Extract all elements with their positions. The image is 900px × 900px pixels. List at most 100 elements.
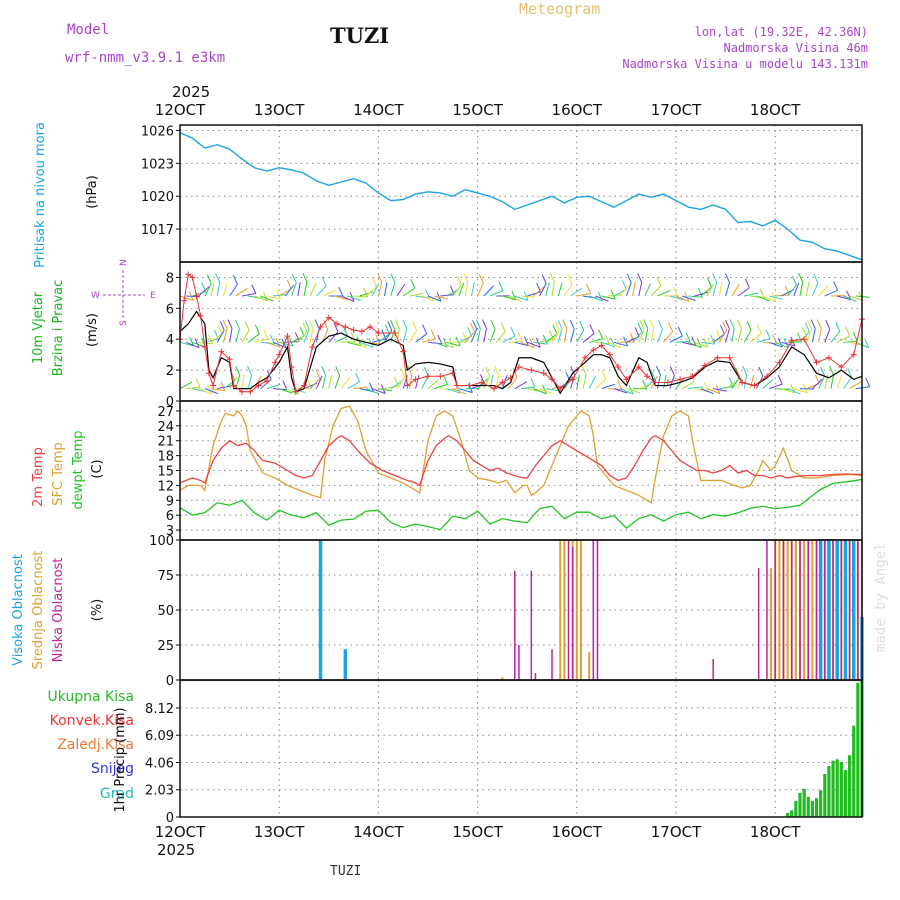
wind-barb	[402, 328, 408, 343]
wind-barb	[811, 328, 816, 343]
wind-barb-feather	[570, 366, 576, 376]
wind-barb-feather	[552, 324, 558, 335]
wind-barb-feather	[712, 273, 718, 283]
wind-barb	[378, 388, 393, 392]
y-tick-label: 1020	[141, 190, 174, 205]
wind-barb	[589, 338, 603, 343]
precip-bar	[810, 800, 814, 817]
wind-barb	[192, 291, 206, 297]
wind-barb-feather	[847, 368, 853, 378]
y-tick-label: 50	[157, 604, 174, 619]
model-elevation-label: Nadmorska Visina u modelu 143.131m	[622, 57, 868, 71]
compass-west: W	[91, 291, 100, 301]
footer-station: TUZI	[330, 864, 361, 879]
wind-barb	[682, 295, 696, 301]
wind-barb-feather	[685, 332, 691, 342]
wind-barb-feather	[410, 278, 416, 289]
cloud-low-bar	[567, 540, 570, 680]
cloud-mid-title: Srednja Oblacnost	[31, 551, 46, 670]
station-title: TUZI	[330, 23, 389, 48]
wind-barb-feather	[557, 319, 563, 330]
wind-barb	[601, 383, 616, 390]
wind-barb	[266, 295, 281, 300]
wind-barb-feather	[825, 320, 831, 330]
precip-bar	[823, 774, 827, 817]
wind-barb	[675, 340, 691, 343]
wind-barb	[427, 379, 439, 390]
top-date-axis: 12OCT 13OCT 14OCT 15OCT 16OCT 17OCT 18OCT	[155, 101, 802, 119]
elevation-label: Nadmorska Visina 46m	[724, 41, 869, 55]
wind-barb	[415, 333, 427, 343]
wind-barb-feather	[207, 384, 213, 395]
panel-pressure: 1026 1023 1020 1017	[141, 124, 863, 262]
wind-barb-feather	[372, 277, 378, 287]
wind-barb-feather	[263, 329, 269, 340]
panel-frame	[179, 261, 863, 402]
coords-label: lon,lat (19.32E, 42.36N)	[695, 25, 868, 39]
cloud-mid-bar	[501, 677, 504, 680]
wind-barb	[235, 328, 241, 343]
wind-barb	[477, 378, 488, 389]
precip-conv-label: Konvek.Kisa	[50, 713, 134, 729]
wind-barb	[533, 286, 545, 297]
panel-clouds: 100 75 50 25 0	[149, 534, 864, 689]
wind-barb-feather	[394, 319, 400, 329]
y-tick-label: 12	[157, 479, 174, 494]
wind-barb	[502, 295, 516, 301]
wind-barb-feather	[720, 324, 725, 335]
meteogram-label: Meteogram	[519, 0, 600, 18]
wind-barb	[489, 329, 496, 343]
cloud-mid-bar	[803, 540, 806, 680]
wind-gust-marker	[325, 314, 332, 321]
x-tick-top: 15OCT	[452, 101, 503, 119]
wind-barb	[179, 295, 194, 301]
x-tick-top: 12OCT	[155, 101, 206, 119]
wind-barb	[675, 295, 690, 302]
wind-barb-feather	[369, 382, 374, 392]
wind-barb	[793, 388, 808, 394]
temp-subtitle: SFC Temp	[51, 442, 66, 506]
wind-barb	[694, 291, 709, 297]
wind-barb	[595, 378, 607, 390]
wind-barb	[824, 329, 831, 343]
y-tick-label: 24	[157, 420, 174, 435]
wind-barb-feather	[263, 291, 268, 302]
wind-barb	[483, 375, 491, 389]
x-tick-top: 13OCT	[254, 101, 305, 119]
wind-barb	[607, 341, 621, 349]
wind-gust-marker	[189, 274, 196, 281]
wind-barb-feather	[321, 365, 326, 376]
y-tick-label: 6.09	[145, 729, 174, 744]
wind-barb	[322, 374, 327, 389]
wind-gust-marker	[453, 382, 460, 389]
wind-barb-feather	[650, 369, 656, 379]
wind-barb	[434, 341, 448, 348]
panel-wind: 8 6 4 2 0	[166, 262, 871, 410]
wind-barb	[830, 331, 841, 343]
wind-barb-feather	[254, 324, 260, 335]
wind-barb-feather	[742, 365, 748, 376]
wind-barb	[396, 284, 406, 297]
cloud-mid-bar	[794, 540, 797, 680]
cloud-high-bar	[818, 540, 823, 680]
wind-gust-marker	[367, 323, 374, 330]
wind-barb	[297, 282, 301, 297]
cloud-low-bar	[530, 570, 533, 680]
wind-barb	[384, 385, 399, 390]
wind-gust-marker	[185, 271, 192, 278]
wind-barb	[235, 287, 248, 297]
wind-gust-marker	[375, 330, 382, 337]
model-name: wrf-nmm_v3.9.1 e3km	[65, 50, 225, 66]
cloud-mid-bar	[778, 540, 781, 680]
wind-barb-feather	[302, 322, 308, 332]
wind-barb	[502, 335, 516, 343]
wind-barb-feather	[308, 319, 314, 329]
wind-barb-feather	[315, 369, 321, 379]
wind-barb	[613, 341, 628, 347]
wind-barb	[527, 291, 541, 297]
wind-gust-marker	[292, 388, 299, 395]
wind-barb	[341, 341, 356, 343]
cloud-high-bar	[851, 540, 856, 680]
wind-barb	[279, 341, 293, 347]
y-tick-label: 3	[166, 524, 174, 539]
